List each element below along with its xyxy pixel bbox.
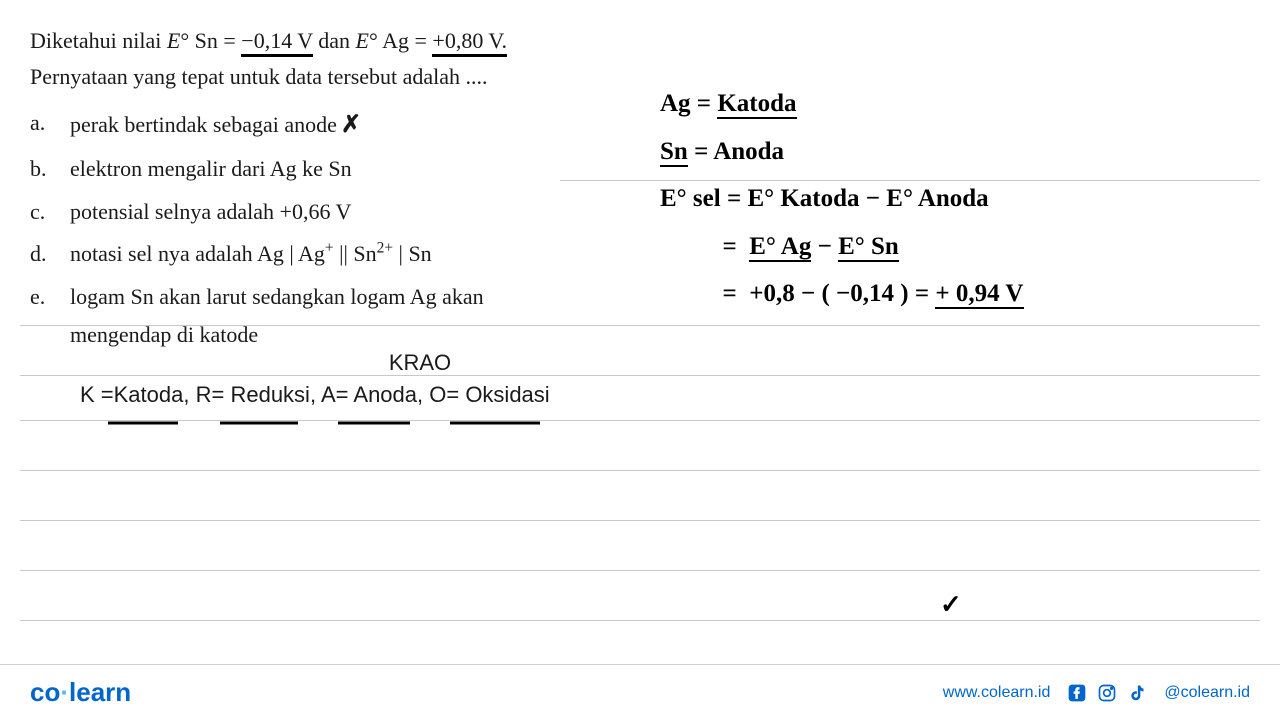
handwritten-work: Ag = Katoda Sn = Anoda E° sel = E° Katod… [660,80,1024,318]
krao-expansion: K =Katoda, R= Reduksi, A= Anoda, O= Oksi… [80,382,560,408]
hw-line-3: E° sel = E° Katoda − E° Anoda [660,175,1024,223]
footer: co·learn www.colearn.id @colearn.id [0,664,1280,720]
krao-title: KRAO [280,350,560,376]
question-line-2: Pernyataan yang tepat untuk data tersebu… [30,64,1250,90]
website-link[interactable]: www.colearn.id [943,684,1051,702]
hw-line-4: = E° Ag − E° Sn [660,223,1024,271]
facebook-icon[interactable] [1066,682,1088,704]
tiktok-icon[interactable] [1126,682,1148,704]
question-line-1: Diketahui nilai E° Sn = −0,14 V dan E° A… [30,28,1250,54]
cross-icon: ✗ [341,112,361,138]
krao-underlines [80,410,560,436]
hw-line-1: Ag = Katoda [660,80,1024,128]
social-handle: @colearn.id [1164,684,1250,702]
krao-mnemonic: KRAO K =Katoda, R= Reduksi, A= Anoda, O=… [80,350,560,436]
options-list: a. perak bertindak sebagai anode✗ b. ele… [30,104,1250,355]
option-b: b. elektron mengalir dari Ag ke Sn [30,150,1250,189]
social-icons [1066,682,1148,704]
hw-line-5: = +0,8 − ( −0,14 ) = + 0,94 V [660,270,1024,318]
instagram-icon[interactable] [1096,682,1118,704]
hw-line-2: Sn = Anoda [660,128,1024,176]
option-e: e. logam Sn akan larut sedangkan logam A… [30,278,1250,355]
option-d: d. notasi sel nya adalah Ag | Ag+ || Sn2… [30,235,1250,274]
brand-logo: co·learn [30,677,131,708]
option-c: c. potensial selnya adalah +0,66 V [30,193,1250,232]
checkmark-icon: ✓ [940,590,962,620]
option-a: a. perak bertindak sebagai anode✗ [30,104,1250,146]
